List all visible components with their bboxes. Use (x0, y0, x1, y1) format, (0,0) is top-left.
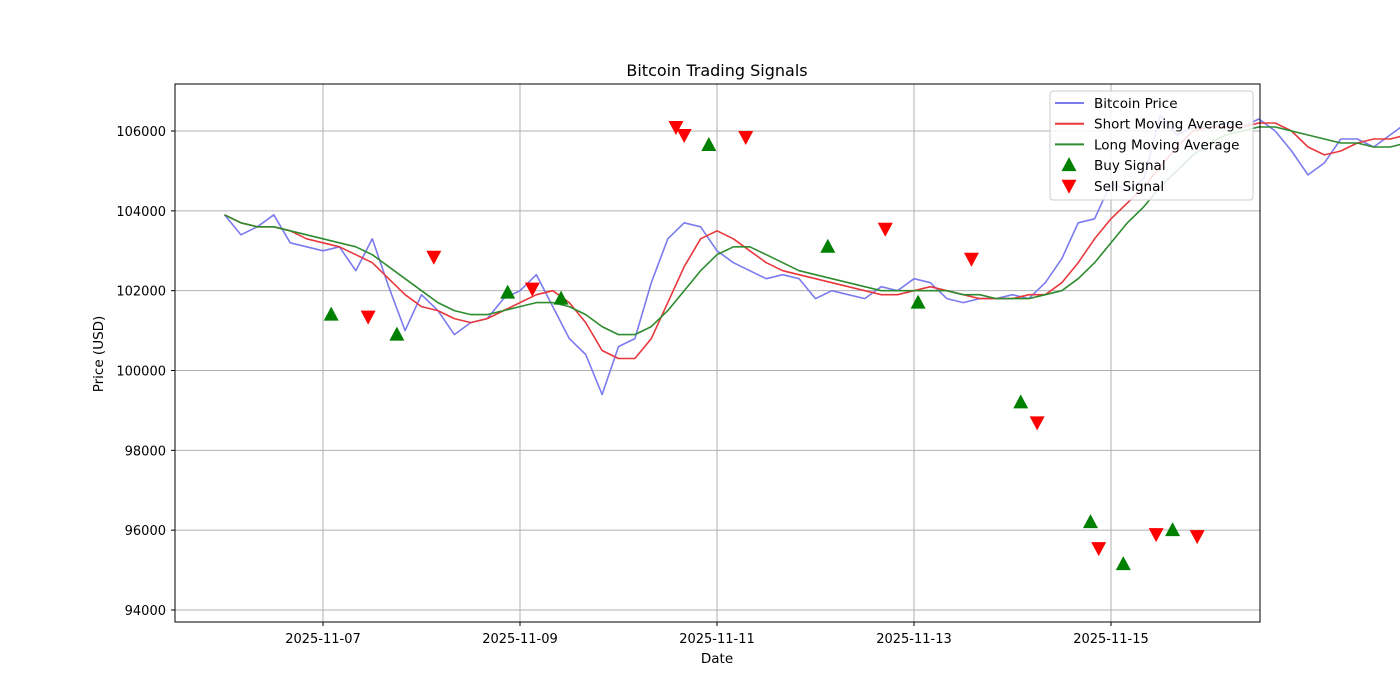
y-tick-label: 102000 (116, 285, 166, 300)
legend-box (1049, 90, 1254, 201)
buy-signal-marker (389, 326, 405, 341)
legend-label: Buy Signal (1094, 158, 1166, 174)
sell-signal-marker (877, 222, 893, 237)
y-tick-label: 96000 (125, 524, 166, 539)
buy-signal-marker (701, 136, 717, 151)
sell-signal-marker (1029, 416, 1045, 431)
sell-triangle-icon (1061, 179, 1077, 194)
legend: Bitcoin Price Short Moving Average Long Mo… (1049, 90, 1254, 201)
y-tick-label: 98000 (125, 444, 166, 459)
buy-signal-marker (323, 306, 339, 321)
legend-item: Sell Signal (1061, 179, 1164, 195)
sell-signal-marker (676, 128, 692, 143)
sell-signal-marker (426, 250, 442, 265)
short-ma-line (224, 122, 1400, 360)
legend-item: Buy Signal (1061, 157, 1166, 174)
sell-signal-marker (360, 310, 376, 325)
plot-area (223, 114, 1400, 396)
y-tick-label: 104000 (116, 205, 166, 220)
y-tick-label: 100000 (116, 365, 166, 380)
long-ma-line (224, 126, 1400, 336)
x-axis-label: Date (701, 651, 733, 667)
legend-item: Bitcoin Price (1055, 96, 1178, 112)
grid-lines (175, 84, 1260, 622)
legend-item: Short Moving Average (1055, 117, 1243, 133)
price-line (223, 114, 1400, 396)
buy-signal-marker (1115, 556, 1131, 571)
legend-label: Long Moving Average (1094, 137, 1239, 153)
x-tick-label: 2025-11-11 (679, 632, 755, 647)
x-tick-label: 2025-11-15 (1073, 632, 1149, 647)
buy-signal-marker (500, 284, 516, 299)
legend-label: Sell Signal (1094, 179, 1164, 195)
buy-signal-marker (1165, 522, 1181, 537)
x-tick-label: 2025-11-13 (876, 632, 952, 647)
buy-signal-marker (910, 294, 926, 309)
y-tick-label: 106000 (116, 125, 166, 140)
chart-title: Bitcoin Trading Signals (626, 61, 807, 80)
sell-signal-marker (738, 130, 754, 145)
sell-signal-marker (668, 121, 684, 136)
y-axis: 94000 96000 98000 100000 102000 104000 106000 (116, 125, 175, 619)
x-axis: 2025-11-07 2025-11-09 2025-11-11 2025-11-13… (285, 622, 1149, 647)
sell-signal-marker (1189, 530, 1205, 545)
x-tick-label: 2025-11-09 (482, 632, 558, 647)
buy-signal-marker (1013, 394, 1029, 409)
y-tick-label: 94000 (125, 604, 166, 619)
y-axis-label: Price (USD) (91, 316, 107, 393)
buy-signal-marker (1082, 514, 1098, 529)
sell-signal-marker (524, 282, 540, 297)
sell-signal-marker (963, 252, 979, 267)
buy-signal-marker (820, 238, 836, 253)
legend-label: Bitcoin Price (1094, 96, 1178, 112)
legend-item: Long Moving Average (1055, 137, 1239, 153)
signal-markers (323, 121, 1205, 571)
sell-signal-marker (1148, 528, 1164, 543)
buy-triangle-icon (1061, 157, 1077, 172)
buy-signal-marker (553, 290, 569, 305)
sell-signal-marker (1091, 542, 1107, 557)
legend-label: Short Moving Average (1094, 117, 1243, 133)
x-tick-label: 2025-11-07 (285, 632, 361, 647)
